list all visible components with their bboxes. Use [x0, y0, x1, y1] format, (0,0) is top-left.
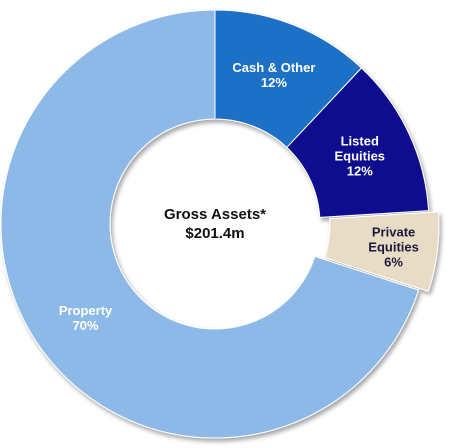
category-name: Listed Equities: [334, 133, 386, 164]
center-label: Gross Assets* $201.4m: [164, 205, 266, 243]
slice-label: Property 70%: [46, 303, 126, 333]
donut-slice: [286, 67, 430, 218]
center-title: Gross Assets*: [164, 206, 266, 223]
category-name: Private Equities: [368, 224, 419, 255]
category-name: Property: [58, 303, 113, 319]
donut-slice: [324, 211, 440, 293]
value-label: 12%: [346, 163, 373, 179]
slice-label: Listed Equities 12%: [325, 133, 395, 178]
slice-label: Private Equities 6%: [359, 224, 429, 269]
value-label: 12%: [260, 75, 287, 91]
center-value: $201.4m: [185, 225, 245, 242]
value-label: 6%: [384, 254, 403, 270]
value-label: 70%: [72, 318, 99, 334]
donut-slice: [0, 9, 420, 439]
slice-label: Cash & Other 12%: [224, 60, 324, 90]
category-name: Cash & Other: [232, 60, 316, 76]
